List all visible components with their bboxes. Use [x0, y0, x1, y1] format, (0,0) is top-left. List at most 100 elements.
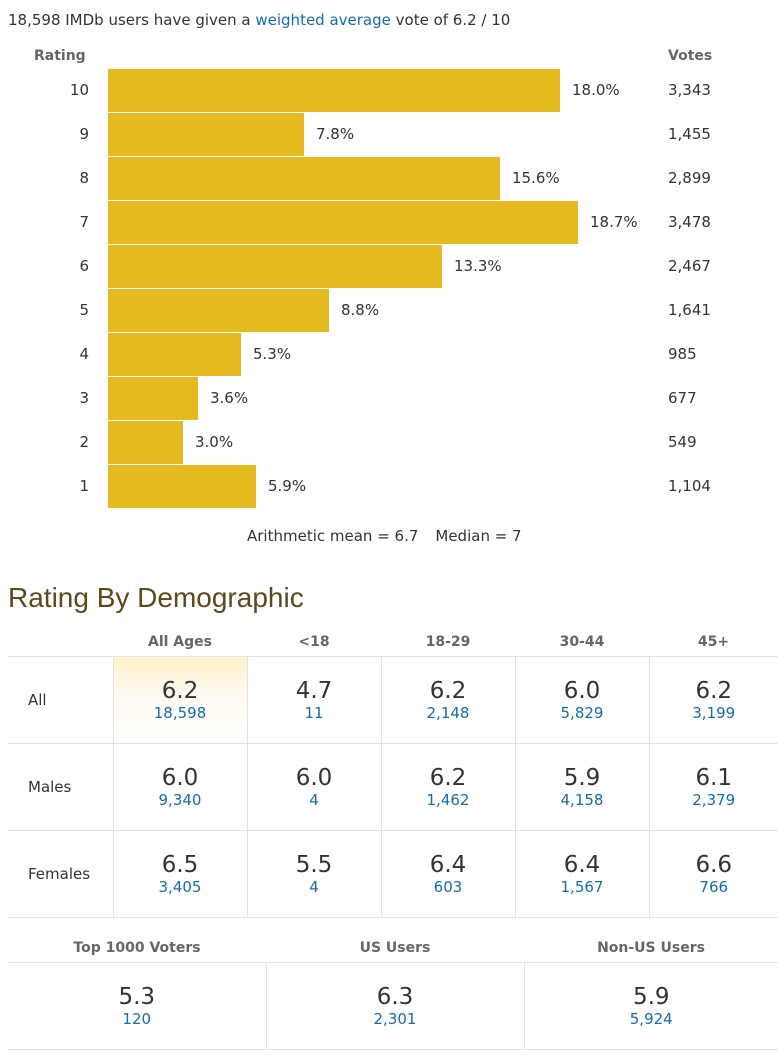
vote-count: 3,343 [668, 81, 711, 99]
rating-value: 6.1 [695, 765, 733, 791]
cell-all-all-ages: 6.2 18,598 [112, 656, 247, 744]
vote-count-link[interactable]: 3,199 [692, 704, 736, 722]
rating-summary: 18,598 IMDb users have given a weighted … [8, 11, 510, 29]
vote-count-link[interactable]: 4,158 [560, 791, 604, 809]
cell-females-45-plus: 6.6 766 [648, 830, 778, 918]
column-header-18-29: 18-29 [425, 634, 471, 650]
vote-count-link[interactable]: 1,462 [426, 791, 470, 809]
rating-bar [108, 157, 500, 200]
row-label-all: All [8, 656, 113, 744]
cell-females-all-ages: 6.5 3,405 [112, 830, 247, 918]
rating-value: 5.5 [295, 852, 333, 878]
rating-value: 4.7 [295, 678, 333, 704]
rating-bar [108, 377, 198, 420]
rating-value: 6.3 [376, 984, 414, 1010]
column-header-us-users: US Users [359, 940, 431, 956]
histogram-row-9: 9 7.8% 1,455 [0, 113, 778, 156]
rating-bar [108, 69, 560, 112]
rating-bar [108, 465, 256, 508]
histogram-row-3: 3 3.6% 677 [0, 377, 778, 420]
percentage-label: 3.6% [210, 389, 249, 407]
voter-group-table: Top 1000 Voters US Users Non-US Users 5.… [8, 934, 778, 1050]
column-header-30-44: 30-44 [559, 634, 605, 650]
cell-females-under-18: 5.5 4 [246, 830, 381, 918]
histogram-row-2: 2 3.0% 549 [0, 421, 778, 464]
voter-group-row: 5.3 120 6.3 2,301 5.9 5,924 [8, 962, 778, 1050]
rating-bar [108, 113, 304, 156]
cell-males-all-ages: 6.0 9,340 [112, 743, 247, 831]
summary-prefix: 18,598 IMDb users have given a [8, 11, 256, 29]
rating-label: 3 [79, 389, 89, 407]
cell-all-30-44: 6.0 5,829 [514, 656, 649, 744]
histogram-row-10: 10 18.0% 3,343 [0, 69, 778, 112]
cell-females-30-44: 6.4 1,567 [514, 830, 649, 918]
demographic-row-males: Males 6.0 9,340 6.0 4 6.2 1,462 5.9 4,158 6.… [8, 743, 778, 831]
demographic-title: Rating By Demographic [8, 582, 304, 613]
rating-label: 1 [79, 477, 89, 495]
percentage-label: 7.8% [316, 125, 355, 143]
vote-count-link[interactable]: 2,148 [426, 704, 470, 722]
voter-group-header-row: Top 1000 Voters US Users Non-US Users [8, 934, 778, 963]
cell-all-45-plus: 6.2 3,199 [648, 656, 778, 744]
vote-count-link[interactable]: 766 [699, 878, 729, 896]
column-header-non-us-users: Non-US Users [597, 940, 705, 956]
column-header-45-plus: 45+ [697, 634, 730, 650]
rating-value: 5.9 [632, 984, 670, 1010]
cell-us-users: 6.3 2,301 [265, 962, 524, 1050]
vote-count-link[interactable]: 5,924 [629, 1010, 673, 1028]
cell-males-18-29: 6.2 1,462 [380, 743, 515, 831]
vote-count-link[interactable]: 18,598 [153, 704, 207, 722]
vote-count-link[interactable]: 4 [309, 791, 319, 809]
rating-bar [108, 421, 183, 464]
vote-count: 1,455 [668, 125, 711, 143]
rating-value: 6.6 [695, 852, 733, 878]
vote-count-link[interactable]: 1,567 [560, 878, 604, 896]
demographic-table: All Ages <18 18-29 30-44 45+ All 6.2 18,5… [8, 628, 778, 918]
cell-males-45-plus: 6.1 2,379 [648, 743, 778, 831]
rating-stats: Arithmetic mean = 6.7 Median = 7 [247, 527, 522, 545]
percentage-label: 5.3% [253, 345, 292, 363]
weighted-average-link[interactable]: weighted average [255, 11, 391, 29]
rating-bar [108, 333, 241, 376]
percentage-label: 13.3% [454, 257, 502, 275]
percentage-label: 18.7% [590, 213, 638, 231]
vote-count: 2,899 [668, 169, 711, 187]
cell-all-18-29: 6.2 2,148 [380, 656, 515, 744]
vote-count-link[interactable]: 2,301 [373, 1010, 417, 1028]
vote-count: 1,641 [668, 301, 711, 319]
vote-count-link[interactable]: 4 [309, 878, 319, 896]
cell-all-under-18: 4.7 11 [246, 656, 381, 744]
vote-count-link[interactable]: 120 [122, 1010, 152, 1028]
cell-non-us-users: 5.9 5,924 [523, 962, 778, 1050]
vote-count-link[interactable]: 5,829 [560, 704, 604, 722]
vote-count-link[interactable]: 3,405 [158, 878, 202, 896]
rating-value: 5.3 [118, 984, 156, 1010]
vote-count-link[interactable]: 603 [433, 878, 463, 896]
percentage-label: 15.6% [512, 169, 560, 187]
rating-value: 6.2 [161, 678, 199, 704]
row-label-males: Males [8, 743, 113, 831]
histogram-row-7: 7 18.7% 3,478 [0, 201, 778, 244]
vote-count-link[interactable]: 11 [304, 704, 324, 722]
histogram-row-6: 6 13.3% 2,467 [0, 245, 778, 288]
vote-count: 2,467 [668, 257, 711, 275]
row-label-females: Females [8, 830, 113, 918]
percentage-label: 18.0% [572, 81, 620, 99]
vote-count: 985 [668, 345, 697, 363]
column-header-top-1000-voters: Top 1000 Voters [73, 940, 201, 956]
rating-value: 6.0 [563, 678, 601, 704]
row-label-header [8, 628, 113, 657]
vote-count-link[interactable]: 2,379 [692, 791, 736, 809]
histogram-row-4: 4 5.3% 985 [0, 333, 778, 376]
demographic-row-all: All 6.2 18,598 4.7 11 6.2 2,148 6.0 5,829 6.… [8, 656, 778, 744]
rating-bar [108, 201, 578, 244]
vote-count-link[interactable]: 9,340 [158, 791, 202, 809]
rating-label: 4 [79, 345, 89, 363]
rating-value: 6.5 [161, 852, 199, 878]
rating-value: 6.4 [563, 852, 601, 878]
histogram-row-5: 5 8.8% 1,641 [0, 289, 778, 332]
cell-top-1000-voters: 5.3 120 [8, 962, 266, 1050]
rating-value: 6.2 [695, 678, 733, 704]
histogram-row-8: 8 15.6% 2,899 [0, 157, 778, 200]
percentage-label: 8.8% [341, 301, 380, 319]
